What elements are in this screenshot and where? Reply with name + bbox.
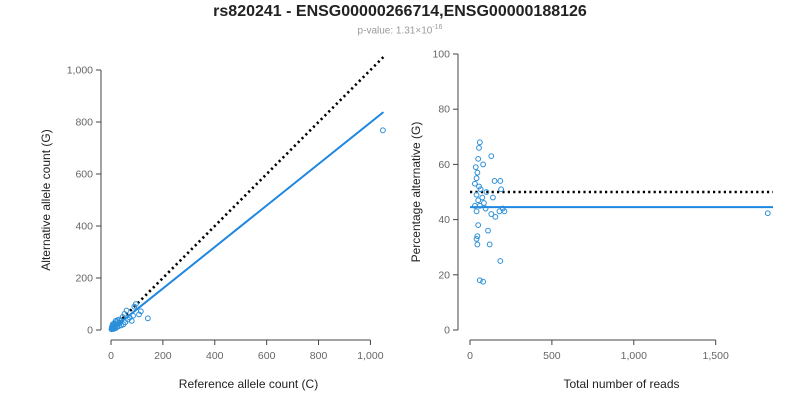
left-x-tick-label: 1,000 [357, 350, 383, 362]
left-y-tick-label: 1,000 [67, 65, 93, 77]
right-data-point [473, 191, 480, 198]
left-x-tick-label: 600 [258, 350, 276, 362]
right-data-point [475, 155, 482, 162]
right-data-point [497, 178, 504, 184]
left-data-point [144, 315, 151, 322]
right-data-point [480, 161, 487, 168]
left-reference-line [110, 56, 385, 331]
left-x-tick-label: 800 [310, 350, 328, 362]
right-data-point [483, 189, 490, 195]
right-y-tick-label: 20 [438, 269, 450, 281]
right-data-point [473, 208, 480, 215]
right-data-point [491, 178, 498, 184]
right-data-point [492, 213, 499, 220]
right-data-point [474, 241, 481, 248]
left-y-tick-label: 400 [75, 221, 93, 233]
right-data-point [473, 236, 480, 242]
left-data-point [136, 311, 142, 318]
right-data-point [479, 194, 486, 201]
right-data-point [472, 164, 479, 171]
left-data-point [108, 326, 115, 333]
left-x-tick-label: 400 [206, 350, 224, 362]
right-y-tick-label: 0 [444, 325, 450, 337]
right-data-point [481, 200, 487, 206]
p-value-text: p-value: 1.31×10 [357, 25, 433, 37]
right-data-point [485, 227, 491, 234]
right-data-point [476, 202, 483, 209]
right-y-tick-label: 80 [438, 104, 450, 116]
right-data-point [477, 186, 484, 193]
right-data-point [496, 208, 503, 215]
right-data-point [486, 241, 493, 248]
left-data-point [131, 303, 138, 310]
right-data-point [764, 210, 771, 217]
left-data-point [379, 127, 386, 134]
left-y-tick-label: 200 [75, 273, 93, 285]
right-data-point [497, 258, 504, 264]
right-y-tick-label: 100 [432, 49, 450, 61]
left-x-tick-label: 0 [108, 350, 114, 362]
right-data-point [480, 278, 487, 285]
right-data-point [473, 175, 480, 182]
right-data-point [476, 139, 483, 146]
right-y-axis-label: Percentage alternative (G) [409, 122, 423, 263]
right-data-point [490, 194, 496, 201]
left-fit-line [110, 111, 385, 331]
right-data-point [488, 211, 495, 217]
right-x-tick-label: 1,500 [703, 350, 729, 362]
right-x-axis-label: Total number of reads [563, 377, 679, 391]
left-y-tick-label: 0 [87, 325, 93, 337]
right-y-tick-label: 40 [438, 214, 450, 226]
right-data-point [476, 144, 482, 151]
left-y-tick-label: 800 [75, 117, 93, 129]
left-y-axis-label: Alternative allele count (G) [39, 129, 53, 270]
right-data-point [482, 205, 489, 212]
right-data-point [474, 233, 481, 240]
right-data-point [501, 208, 508, 215]
right-data-point [475, 197, 482, 204]
left-x-tick-label: 200 [154, 350, 172, 362]
right-x-tick-label: 500 [543, 350, 561, 362]
chart-subtitle: p-value: 1.31×10-16 [0, 24, 800, 36]
right-y-tick-label: 60 [438, 159, 450, 171]
right-data-point [474, 169, 481, 176]
chart-title: rs820241 - ENSG00000266714,ENSG000001881… [213, 3, 587, 20]
left-x-axis-label: Reference allele count (C) [179, 377, 318, 391]
right-x-tick-label: 1,000 [621, 350, 647, 362]
right-data-point [472, 180, 478, 187]
left-y-tick-label: 600 [75, 169, 93, 181]
right-x-tick-label: 0 [467, 350, 473, 362]
right-data-point [475, 222, 482, 229]
right-data-point [476, 277, 483, 284]
right-data-point [498, 186, 505, 193]
right-data-point [488, 153, 495, 160]
p-value-exponent: -16 [432, 24, 443, 31]
